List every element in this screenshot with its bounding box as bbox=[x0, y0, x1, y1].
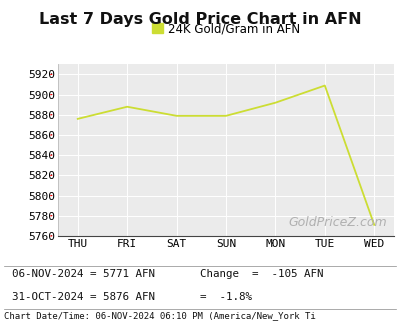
Text: Change  =  -105 AFN: Change = -105 AFN bbox=[200, 269, 324, 279]
Text: 06-NOV-2024 = 5771 AFN: 06-NOV-2024 = 5771 AFN bbox=[12, 269, 155, 279]
Text: 31-OCT-2024 = 5876 AFN: 31-OCT-2024 = 5876 AFN bbox=[12, 292, 155, 302]
Text: Chart Date/Time: 06-NOV-2024 06:10 PM (America/New_York Ti: Chart Date/Time: 06-NOV-2024 06:10 PM (A… bbox=[4, 311, 316, 320]
Legend: 24K Gold/Gram in AFN: 24K Gold/Gram in AFN bbox=[152, 22, 300, 35]
Text: Last 7 Days Gold Price Chart in AFN: Last 7 Days Gold Price Chart in AFN bbox=[39, 12, 361, 26]
Text: =  -1.8%: = -1.8% bbox=[200, 292, 252, 302]
Text: GoldPriceZ.com: GoldPriceZ.com bbox=[289, 216, 387, 229]
